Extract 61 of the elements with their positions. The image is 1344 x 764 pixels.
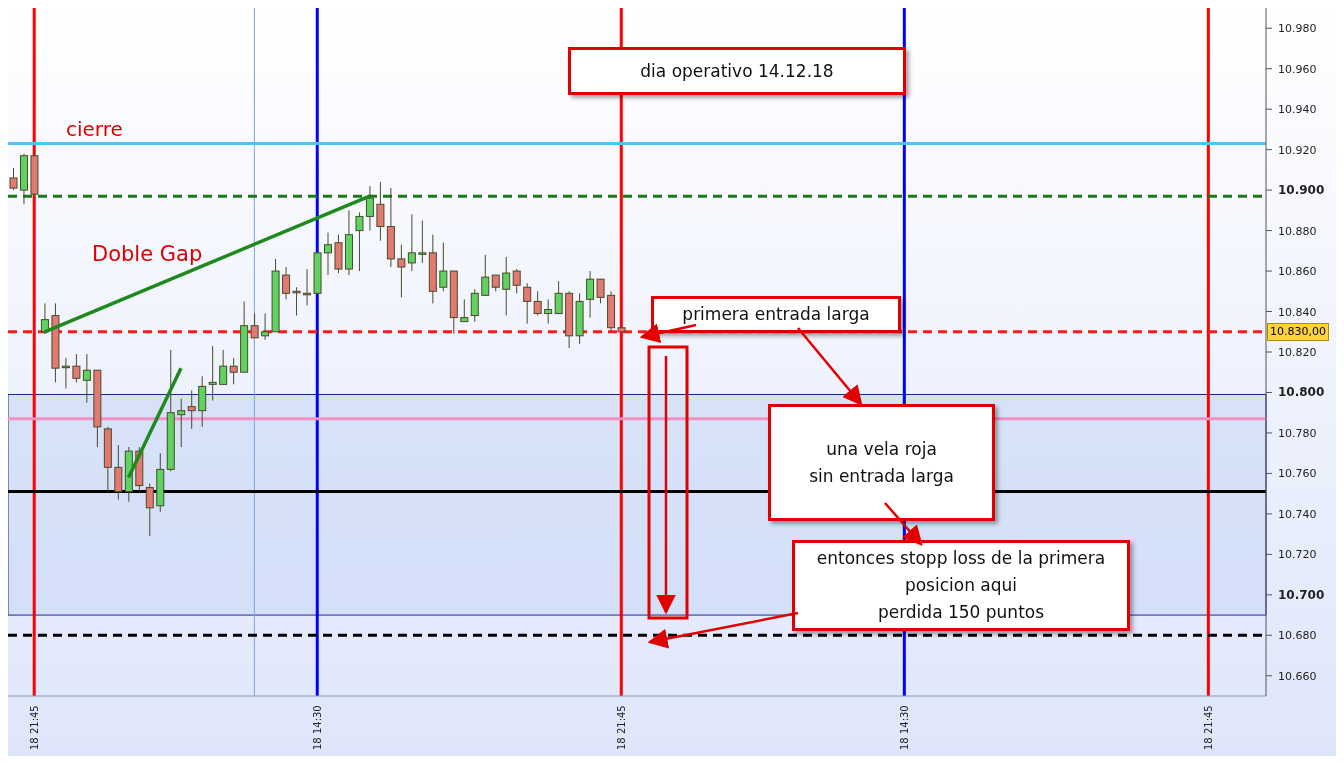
y-tick-label: 10.820 [1278, 346, 1317, 359]
candlestick [219, 349, 228, 385]
candlestick [261, 313, 270, 341]
y-tick-label: 10.660 [1278, 669, 1317, 683]
x-tick-label: 18 14:30 [312, 705, 324, 750]
y-tick-label: 10.680 [1278, 629, 1317, 643]
candlestick [324, 232, 332, 276]
candlestick [145, 483, 154, 537]
candlestick [72, 353, 81, 383]
candlestick [397, 244, 406, 298]
callout-box: entonces stopp loss de la primera posicion aqui perdida 150 puntos [792, 540, 1130, 631]
candlestick [544, 298, 553, 325]
y-tick-label: 10.840 [1278, 305, 1317, 319]
y-tick-label: 10.940 [1278, 103, 1317, 117]
candlestick [439, 242, 448, 292]
candlestick [282, 266, 291, 300]
y-tick-label: 10.780 [1278, 426, 1317, 440]
candlestick [355, 211, 364, 272]
candlestick [470, 288, 479, 323]
ref-line-label: cierre [66, 116, 123, 141]
candlestick [407, 213, 416, 272]
candlestick [9, 167, 18, 191]
candlestick [586, 270, 595, 319]
callout-box: una vela roja sin entrada larga [768, 404, 995, 521]
y-tick-label: 10.800 [1278, 385, 1325, 400]
y-tick-label: 10.740 [1278, 507, 1317, 521]
y-tick-label: 10.700 [1278, 587, 1325, 602]
candlestick [418, 219, 427, 264]
x-tick-label: 18 21:45 [616, 705, 628, 750]
candlestick [554, 280, 563, 315]
candlestick [376, 181, 385, 242]
candlestick [481, 254, 490, 296]
candlestick [365, 185, 374, 232]
y-tick-label: 10.960 [1278, 62, 1317, 76]
y-tick-label: 10.860 [1278, 265, 1317, 279]
candlestick [229, 357, 238, 385]
x-tick-label: 18 21:45 [1203, 705, 1215, 750]
text: 10.830,00 [1267, 322, 1329, 341]
candlestick [292, 286, 301, 317]
candlestick [208, 345, 217, 402]
candlestick [460, 298, 469, 323]
x-tick-label: 18 21:45 [29, 705, 41, 750]
candlestick [187, 389, 196, 430]
y-tick-label: 10.760 [1278, 467, 1317, 481]
candlestick [523, 282, 532, 325]
y-tick-label: 10.920 [1278, 143, 1317, 157]
candlestick [533, 290, 542, 317]
candlestick [177, 398, 186, 448]
candlestick [250, 313, 259, 339]
callout-box: primera entrada larga [651, 296, 901, 333]
candlestick [596, 278, 605, 304]
y-tick-label: 10.900 [1278, 183, 1325, 198]
x-tick-label: 18 14:30 [899, 705, 911, 750]
y-tick-label: 10.980 [1278, 22, 1317, 36]
annotation: Doble Gap [92, 242, 203, 266]
callout-box: dia operativo 14.12.18 [568, 47, 906, 95]
candlestick [82, 353, 91, 404]
candlestick [502, 256, 511, 317]
candlestick [512, 268, 521, 294]
y-tick-label: 10.880 [1278, 224, 1317, 238]
y-tick-label: 10.720 [1278, 548, 1317, 562]
